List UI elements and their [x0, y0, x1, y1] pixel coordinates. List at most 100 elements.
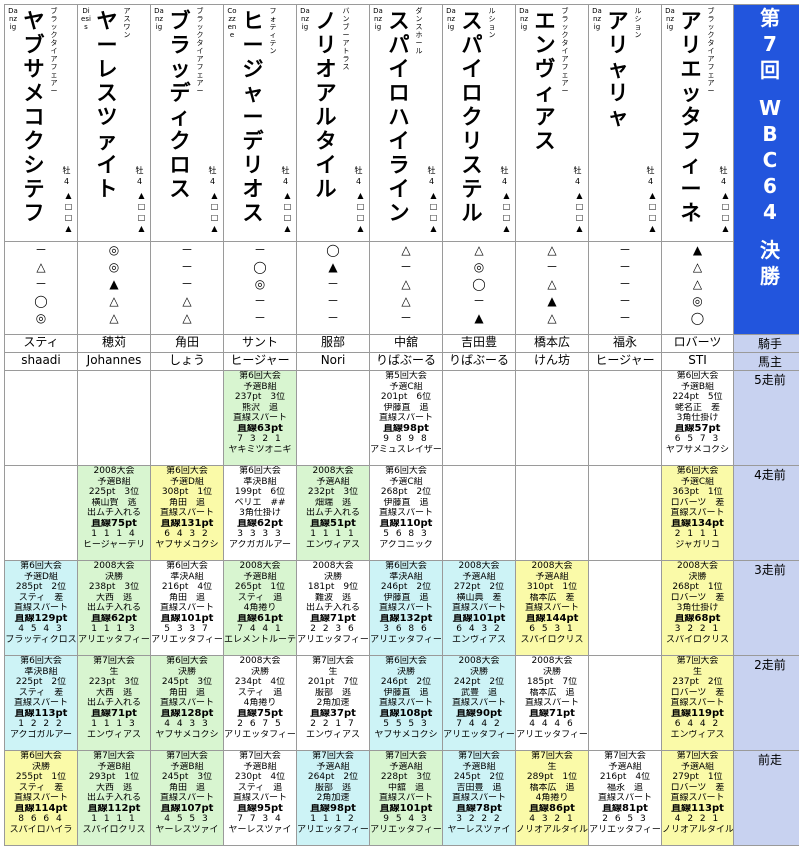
prediction-mark: － — [34, 243, 47, 257]
horse-name[interactable]: アリャリャ — [607, 9, 629, 129]
race-line: 2008大会 — [531, 561, 573, 572]
horse-header[interactable]: Danzig ブラッディクロス ブラックタイアフェアー 牡4 ▲□□▲ — [150, 4, 224, 242]
horse-header[interactable]: Danzig ノリオアルタイル バンブーアトラス 牡4 ▲□□▲ — [296, 4, 370, 242]
race-line: 直線108pt — [379, 708, 433, 719]
dam-name: フォティテン — [269, 7, 277, 55]
prediction-mark: ◎ — [692, 294, 703, 308]
race-line: 決勝 — [104, 571, 123, 582]
race-result: 第7回大会 予選B組 245pt 2位 吉田豊 追直線スパート 直線78pt 3 2 2 … — [442, 750, 516, 846]
label-run4: 4走前 — [733, 465, 799, 561]
race-line: アミュスレイザー — [370, 444, 442, 455]
race-line: 予選A組 — [389, 761, 423, 772]
horse-header[interactable]: Danzig アリャリャ ルション 牡4 ▲□□▲ — [588, 4, 662, 242]
prediction-marks: ◯ ▲ － － － — [296, 241, 370, 335]
race-line: 3角仕掛け — [676, 413, 719, 423]
race-line: 直線75pt — [91, 518, 137, 529]
race-line: 279pt 1位 — [672, 772, 723, 782]
race-line: 大西 逃 — [95, 687, 132, 698]
jockey-cell: 橋本広 — [515, 334, 589, 353]
race-line: 予選A組 — [535, 571, 569, 582]
prediction-mark: － — [326, 277, 339, 291]
owner-cell: りばぶーる — [369, 352, 443, 371]
race-line: ブラッディクロス — [5, 634, 77, 645]
race-line: 直線95pt — [237, 803, 283, 814]
jockey-cell: ロバーツ — [661, 334, 734, 353]
owner-name: ヒージャー — [230, 353, 290, 368]
race-line: 2 6 5 3 — [602, 814, 648, 824]
horse-name[interactable]: ブラッディクロス — [169, 9, 191, 201]
horse-name[interactable]: アリエッタフィーネ — [680, 9, 702, 225]
race-result: 第7回大会 予選B組 293pt 1位 大西 逃出ムチ入れる 直線112pt 1 1 1 … — [77, 750, 151, 846]
race-line: ヤブサメコクシ — [155, 729, 219, 740]
horse-name[interactable]: ヤーレスツァイト — [96, 9, 118, 201]
horse-name[interactable]: エンヴィアス — [534, 9, 556, 153]
horse-name[interactable]: スパイロハイライン — [388, 9, 410, 225]
prediction-mark: △ — [547, 243, 557, 257]
race-line: 2 1 1 1 — [674, 529, 721, 539]
race-line: 第6回大会 — [385, 656, 427, 667]
race-line: アクガガルアー — [228, 539, 291, 550]
race-line: 出ムチ入れる — [86, 698, 141, 708]
record-marks: ▲□□▲ — [64, 191, 73, 233]
race-line: ヤーレスツァイ — [155, 824, 219, 835]
horse-name[interactable]: ヒージャーデリオス — [242, 9, 264, 225]
race-line: 第6回大会 — [166, 656, 208, 667]
race-line: 直線スパート — [13, 698, 68, 708]
owner-cell: しょう — [150, 352, 224, 371]
race-line: 大西 逃 — [95, 592, 132, 603]
race-line: 2008大会 — [239, 561, 281, 572]
race-result: 第6回大会 予選D組 308pt 1位 角田 追直線スパート 直線131pt 6 4 3 … — [150, 465, 224, 561]
record-marks: ▲□□▲ — [356, 191, 365, 233]
prediction-marks: － － － － － — [588, 241, 662, 335]
race-empty — [4, 370, 78, 466]
race-line: 予選B組 — [170, 761, 204, 772]
record-marks: ▲□□▲ — [502, 191, 511, 233]
race-empty — [588, 655, 662, 751]
event-title-char: 決 — [760, 238, 780, 262]
horse-header[interactable]: Danzig ヤブサメコクシテフ ブラックタイアフェアー 牡4 ▲□□▲ — [4, 4, 78, 242]
horse-name[interactable]: ヤブサメコクシテフ — [23, 9, 45, 225]
race-line: 7 3 2 1 — [237, 434, 283, 444]
race-line: 237pt 2位 — [672, 677, 723, 687]
horse-name[interactable]: スパイロクリステル — [461, 9, 483, 225]
race-line: 3 3 3 3 — [237, 529, 283, 539]
race-line: 第7回大会 — [604, 751, 646, 762]
horse-header[interactable]: Cozzene ヒージャーデリオス フォティテン 牡4 ▲□□▲ — [223, 4, 297, 242]
race-line: 横山賀 逃 — [91, 497, 137, 508]
prediction-mark: △ — [109, 294, 119, 308]
race-line: 直線98pt — [310, 803, 356, 814]
race-line: 伊藤直 追 — [383, 402, 429, 413]
horse-header[interactable]: Diesis ヤーレスツァイト アスワン 牡4 ▲□□▲ — [77, 4, 151, 242]
race-line: 第6回大会 — [166, 561, 208, 572]
race-line: 決勝 — [396, 666, 415, 677]
event-title-char: W — [758, 96, 782, 120]
jockey-name: 角田 — [174, 335, 199, 350]
jockey-cell: 吉田豊 — [442, 334, 516, 353]
race-line: 予選D組 — [170, 476, 204, 487]
record-marks: ▲□□▲ — [575, 191, 584, 233]
horse-name[interactable]: ノリオアルタイル — [315, 9, 337, 201]
race-line: 第6回大会 — [385, 466, 427, 477]
sex-age: 牡4 — [281, 166, 290, 186]
race-line: 中舘 追 — [387, 782, 424, 793]
race-line: 決勝 — [688, 571, 707, 582]
horse-header[interactable]: Danzig スパイロクリステル ルション 牡4 ▲□□▲ — [442, 4, 516, 242]
race-card-table: Danzig ヤブサメコクシテフ ブラックタイアフェアー 牡4 ▲□□▲ Diesis ヤー… — [4, 4, 799, 846]
race-line: 直線スパート — [451, 698, 506, 708]
race-result: 第7回大会 予選B組 245pt 3位 角田 追直線スパート 直線107pt 4 5 5 … — [150, 750, 224, 846]
horse-header[interactable]: Danzig エンヴィアス ブラックタイアフェアー 牡4 ▲□□▲ — [515, 4, 589, 242]
prediction-marks: － － － △ △ — [150, 241, 224, 335]
race-line: 234pt 4位 — [234, 677, 286, 687]
race-result: 第7回大会 予選B組 230pt 4位 スティ 追直線スパート 直線95pt 7 7 3 … — [223, 750, 297, 846]
prediction-mark: － — [34, 277, 47, 291]
horse-header[interactable]: Danzig スパイロハイライン ダンスホール 牡4 ▲□□▲ — [369, 4, 443, 242]
race-line: 2008大会 — [458, 656, 500, 667]
race-line: 2008大会 — [312, 561, 354, 572]
race-line: 245pt 3位 — [161, 772, 213, 782]
horse-header[interactable]: Danzig アリエッタフィーネ ブラックタイアフェアー 牡4 ▲□□▲ — [661, 4, 734, 242]
owner-cell: ヒージャー — [223, 352, 297, 371]
jockey-cell: 福永 — [588, 334, 662, 353]
race-line: 直線101pt — [160, 613, 214, 624]
sire-name: Danzig — [665, 7, 675, 31]
